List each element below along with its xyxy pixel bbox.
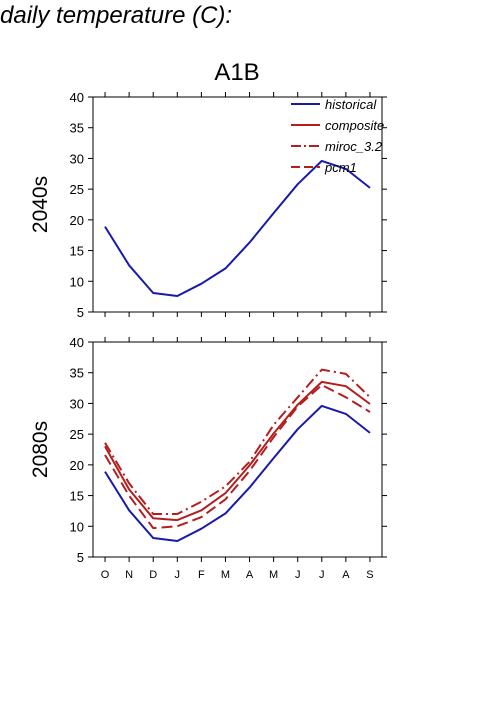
y-axis-label: 2080s: [29, 421, 52, 478]
plot-frame: [92, 341, 383, 558]
y-axis-label: 2040s: [29, 176, 52, 233]
x-tick-label: S: [366, 569, 373, 581]
y-tick-label: 15: [70, 244, 84, 259]
x-tick-label: O: [101, 569, 110, 581]
legend-label: composite: [325, 118, 384, 133]
series-line-historical: [104, 404, 371, 542]
legend-label: miroc_3.2: [325, 139, 383, 154]
y-tick-label: 10: [70, 274, 84, 289]
series-line-historical: [104, 159, 371, 297]
legend: historical composite miroc_3.2 pcm1: [291, 97, 384, 175]
y-tick-label: 10: [70, 519, 84, 534]
y-tick-label: 40: [70, 90, 84, 105]
y-tick-label: 5: [77, 550, 84, 565]
x-tick-label: A: [246, 569, 254, 581]
y-tick-label: 15: [70, 489, 84, 504]
y-tick-label: 20: [70, 458, 84, 473]
y-tick-label: 20: [70, 213, 84, 228]
scenario-title: A1B: [214, 59, 259, 86]
legend-label: historical: [325, 97, 377, 112]
legend-label: pcm1: [324, 160, 357, 175]
y-tick-label: 25: [70, 427, 84, 442]
panel-2080s: 5 10 15 20 25 30 35 40 O N D J F M A M J J A S 2080s: [29, 335, 387, 581]
x-tick-label: M: [269, 569, 278, 581]
y-tick-label: 25: [70, 182, 84, 197]
panel-2040s: 5 10 15 20 25 30 35 40 2040s: [29, 90, 387, 320]
plot-frame: [92, 96, 383, 313]
x-tick-label: J: [319, 569, 325, 581]
x-tick-label: J: [175, 569, 181, 581]
x-tick-label: D: [149, 569, 157, 581]
x-tick-label: N: [125, 569, 133, 581]
x-tick-label: M: [221, 569, 230, 581]
figure-title: daily temperature (C):: [0, 2, 233, 29]
series-line-pcm1: [104, 384, 371, 530]
y-tick-label: 35: [70, 366, 84, 381]
series-line-miroc-3-2: [104, 368, 371, 515]
y-tick-label: 35: [70, 121, 84, 136]
y-tick-label: 5: [77, 305, 84, 320]
x-tick-label: J: [295, 569, 301, 581]
series-line-composite: [104, 380, 371, 522]
x-tick-label: A: [342, 569, 350, 581]
y-tick-label: 30: [70, 151, 84, 166]
y-tick-label: 40: [70, 335, 84, 350]
y-tick-label: 30: [70, 396, 84, 411]
x-tick-label: F: [198, 569, 205, 581]
